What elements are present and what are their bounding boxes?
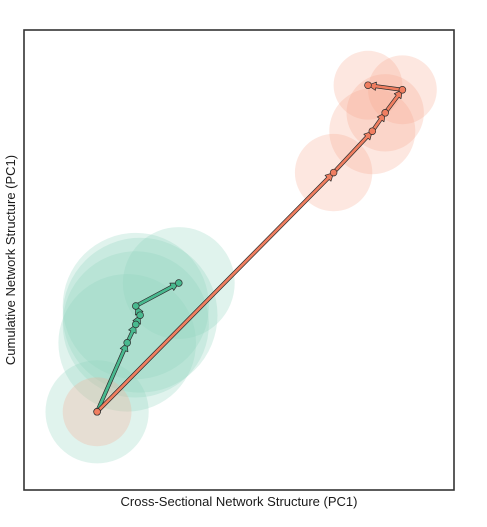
data-point — [136, 311, 144, 319]
data-point — [132, 320, 140, 329]
point-layer — [93, 81, 407, 416]
trajectory-arrow — [332, 130, 373, 175]
y-axis-title: Cumulative Network Structure (PC1) — [3, 155, 18, 365]
data-point — [329, 168, 338, 177]
arrow-layer — [95, 81, 403, 414]
x-axis-title: Cross-Sectional Network Structure (PC1) — [121, 494, 358, 509]
data-point — [398, 86, 407, 94]
data-point — [93, 408, 101, 416]
trajectory-arrow — [95, 172, 334, 414]
data-point — [364, 81, 372, 89]
trajectory-arrow — [367, 81, 403, 92]
data-point — [123, 339, 131, 347]
data-point — [381, 109, 389, 117]
data-point — [368, 127, 377, 135]
trajectory-arrow — [95, 342, 129, 413]
data-point — [175, 279, 183, 287]
trajectory-arrow — [383, 89, 403, 115]
plot-content — [45, 50, 437, 464]
trajectory-arrow — [134, 282, 180, 308]
data-point — [132, 302, 140, 310]
